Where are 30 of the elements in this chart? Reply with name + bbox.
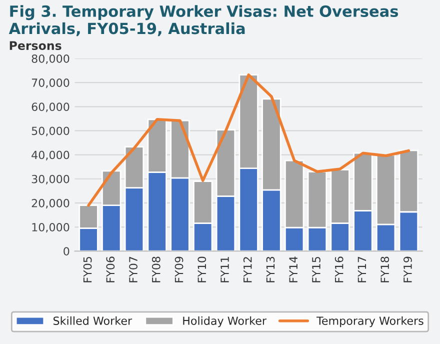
legend-label: Temporary Workers	[316, 316, 424, 328]
legend-label: Holiday Worker	[183, 316, 267, 328]
x-tick-label: FY19	[404, 256, 412, 282]
y-tick-label: 70,000	[32, 78, 70, 88]
x-tick-label: FY08	[152, 256, 160, 282]
chart-title: Fig 3. Temporary Worker Visas: Net Overseas Arrivals, FY05-19, Australia	[8, 5, 398, 36]
y-axis-title: Persons	[10, 41, 62, 50]
x-tick-label: FY13	[266, 256, 275, 282]
x-tick-label: FY15	[312, 256, 320, 282]
x-tick-label: FY14	[289, 256, 298, 282]
line-series	[87, 73, 410, 207]
x-tick-label: FY18	[380, 256, 390, 282]
legend-label: Skilled Worker	[54, 316, 132, 325]
x-tick-label: FY11	[220, 257, 229, 282]
y-tick-label: 50,000	[32, 126, 70, 136]
x-tick-label: FY09	[174, 256, 184, 282]
y-tick-label: 40,000	[32, 150, 70, 160]
y-tick-label: 30,000	[32, 174, 70, 184]
x-tick-label: FY12	[243, 257, 252, 282]
y-tick-label: 20,000	[32, 198, 70, 208]
y-tick-label: 80,000	[32, 54, 70, 64]
x-tick-label: FY16	[334, 256, 344, 282]
x-tick-label: FY06	[106, 256, 115, 282]
x-tick-label: FY17	[358, 256, 366, 282]
y-tick-label: 0	[64, 247, 70, 256]
y-tick-label: 10,000	[32, 223, 70, 233]
x-tick-label: FY10	[198, 256, 206, 282]
y-tick-label: 60,000	[32, 102, 70, 112]
x-tick-label: FY07	[129, 256, 138, 282]
x-tick-label: FY05	[83, 256, 92, 282]
